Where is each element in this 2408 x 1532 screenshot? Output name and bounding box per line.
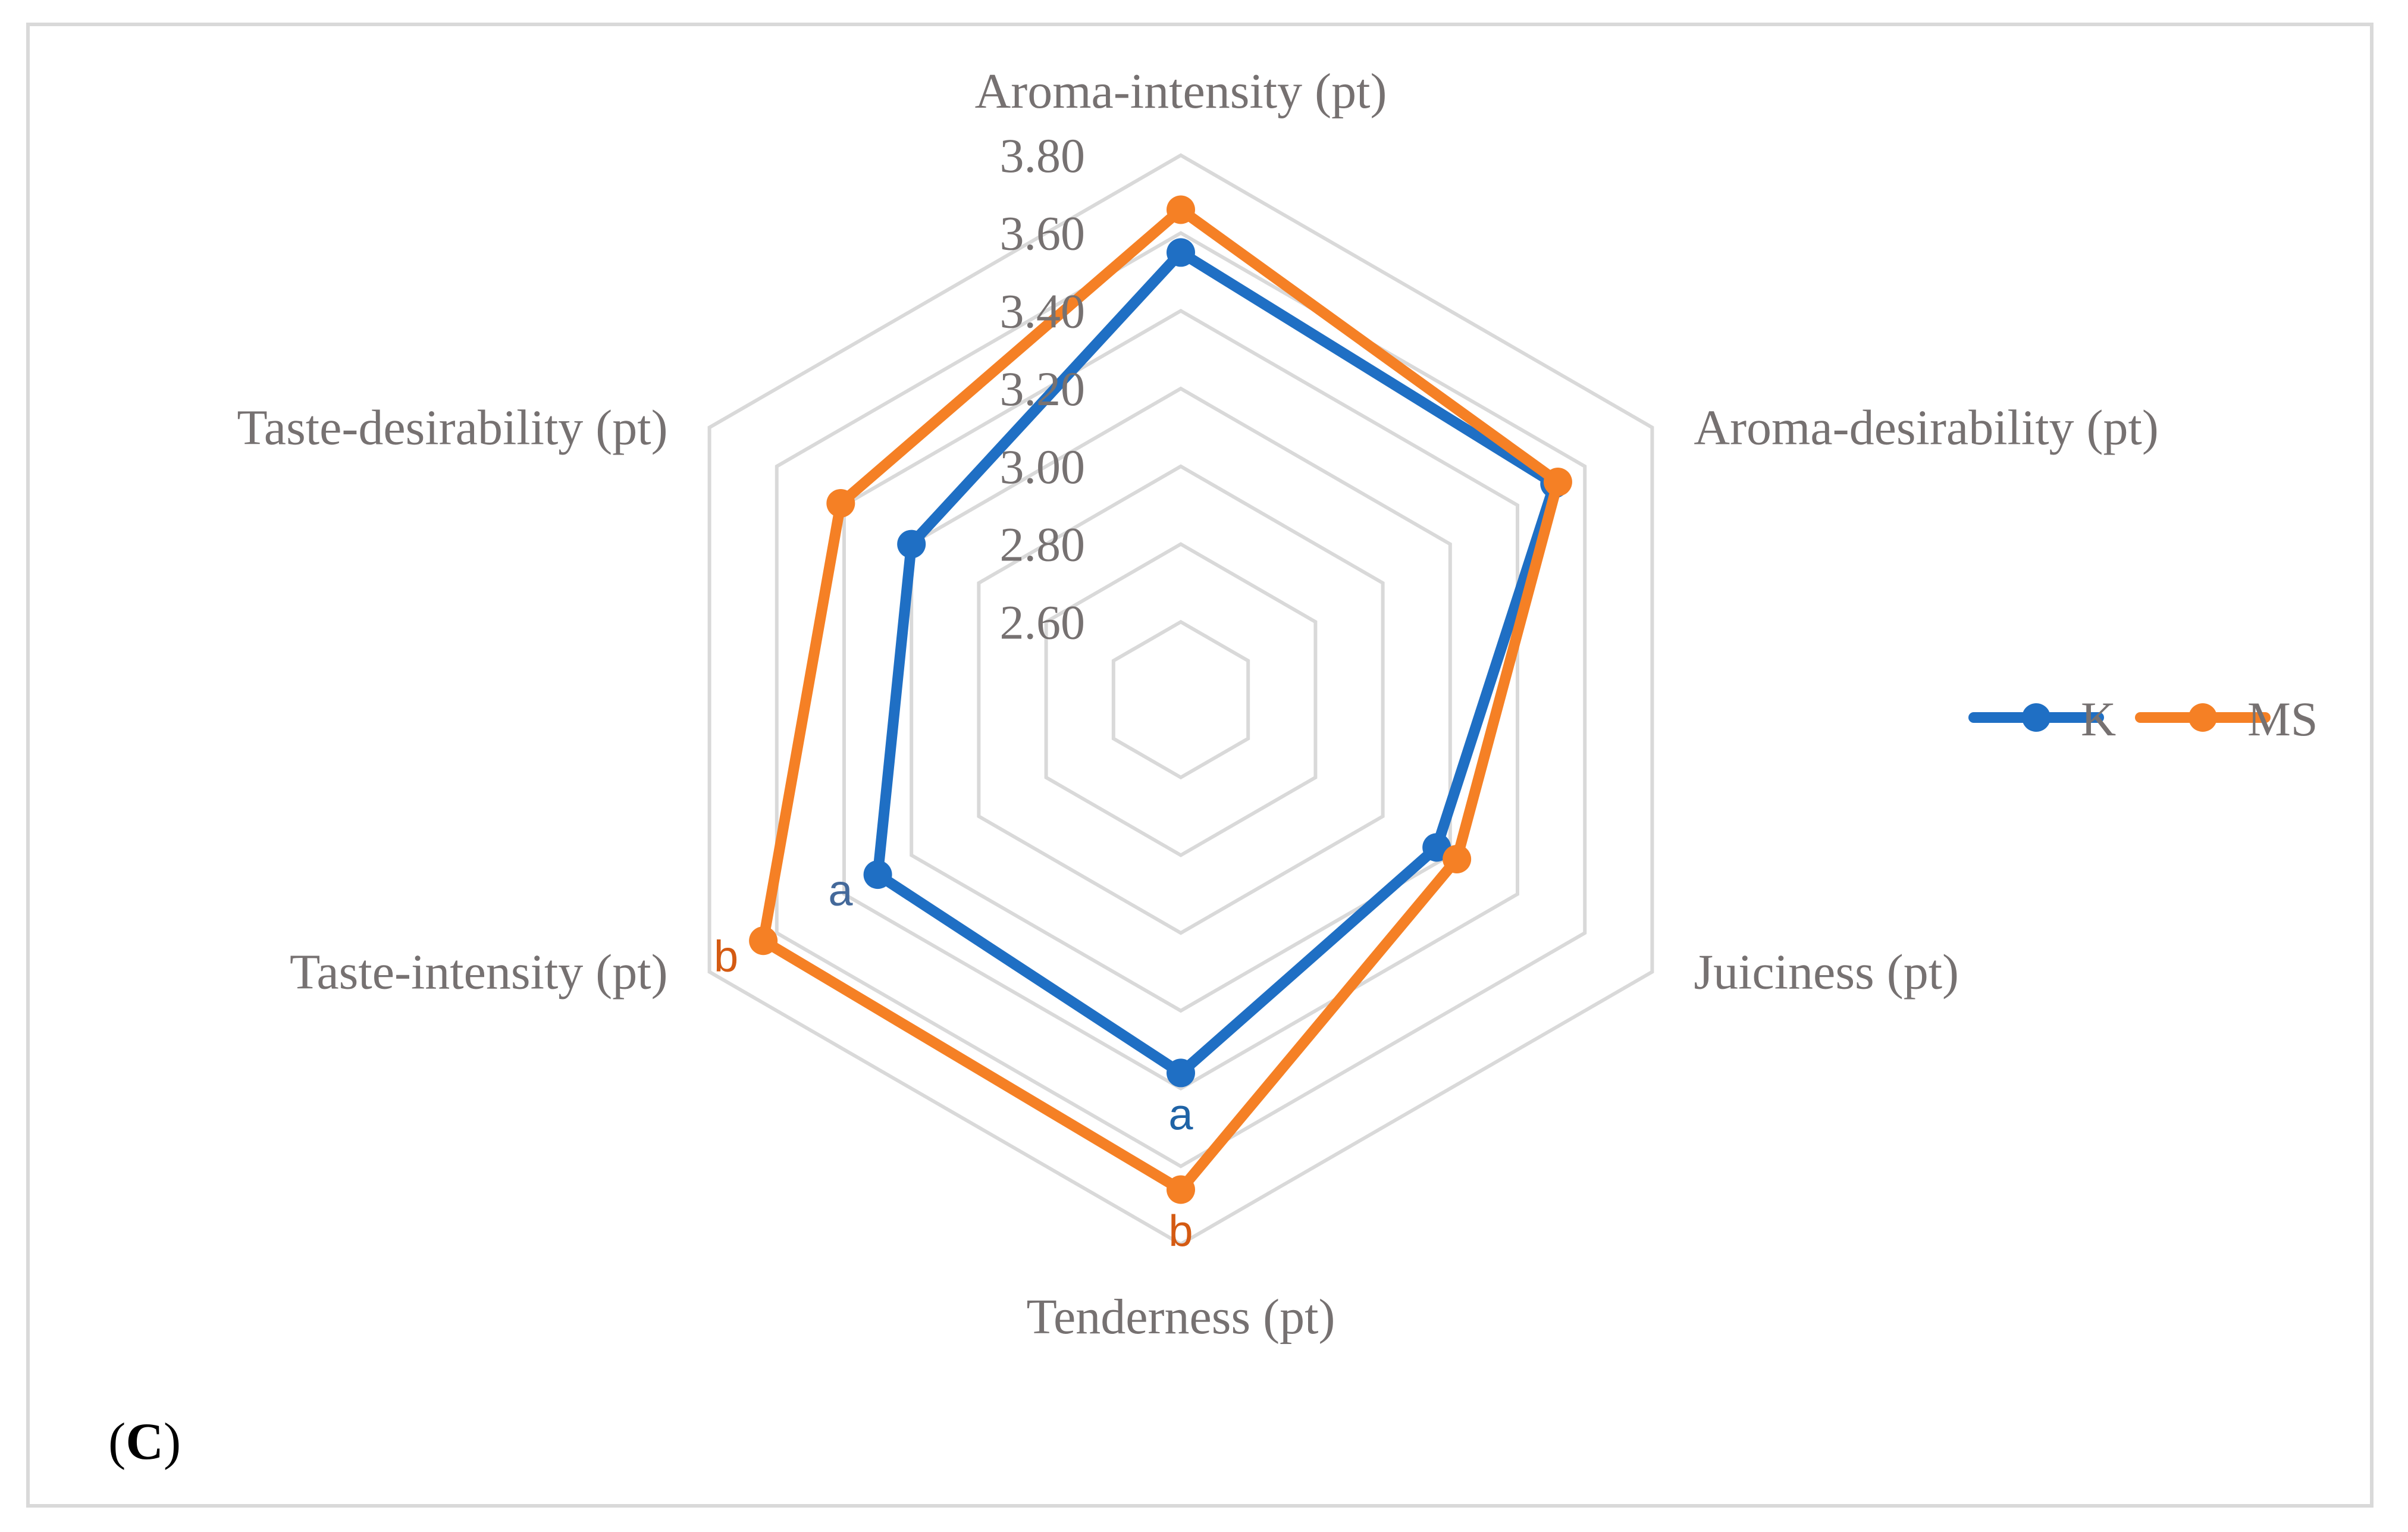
axis-label: Aroma-desirability (pt) xyxy=(1694,400,2158,456)
legend: K MS xyxy=(1968,692,2318,746)
grid-ring-3-00 xyxy=(977,464,1385,935)
tick-label: 3.00 xyxy=(1000,440,1086,494)
legend-marker-ms xyxy=(2188,703,2217,732)
series-layer xyxy=(749,195,1572,1204)
tick-label: 3.40 xyxy=(1000,284,1086,338)
marker-k-3 xyxy=(1167,1058,1195,1088)
annotation-ms-4: b xyxy=(714,932,738,981)
axis-label: Juiciness (pt) xyxy=(1694,945,1959,1000)
axis-labels: Aroma-intensity (pt) Aroma-desirability (… xyxy=(237,64,2158,1345)
axis-label: Taste-intensity (pt) xyxy=(290,945,668,1000)
marker-ms-3 xyxy=(1167,1175,1195,1204)
axis-label: Tenderness (pt) xyxy=(1027,1289,1335,1345)
marker-k-4 xyxy=(863,860,892,889)
marker-ms-2 xyxy=(1443,844,1472,873)
annotation-ms-3: b xyxy=(1168,1207,1193,1256)
annotation-k-3: a xyxy=(1168,1089,1193,1139)
marker-k-0 xyxy=(1167,238,1195,267)
axis-label: Taste-desirability (pt) xyxy=(237,400,667,456)
series-line-ms xyxy=(758,204,1563,1195)
tick-labels: 2.60 2.80 3.00 3.20 3.40 3.60 3.80 xyxy=(1000,129,1086,649)
grid-ring-2-80 xyxy=(1044,542,1318,857)
grid-ring-2-60 xyxy=(1111,619,1250,780)
marker-ms-1 xyxy=(1543,468,1572,496)
tick-label: 3.20 xyxy=(1000,362,1086,416)
legend-marker-k xyxy=(2022,703,2050,732)
marker-k-5 xyxy=(897,530,926,559)
tick-label: 3.80 xyxy=(1000,129,1086,183)
grid-ring-3-20 xyxy=(910,386,1452,1013)
annotation-k-4: a xyxy=(828,866,853,915)
grid-ring-3-60 xyxy=(775,231,1587,1168)
grid-ring-3-80 xyxy=(707,153,1654,1246)
marker-ms-5 xyxy=(826,488,855,518)
significance-annotations: a b a b xyxy=(714,866,1193,1255)
tick-label: 3.60 xyxy=(1000,206,1086,261)
axis-label: Aroma-intensity (pt) xyxy=(975,64,1387,119)
panel-label: (C) xyxy=(108,1413,181,1471)
legend-label-k: K xyxy=(2081,692,2116,746)
tick-label: 2.60 xyxy=(1000,595,1086,649)
marker-ms-4 xyxy=(749,926,778,955)
legend-label-ms: MS xyxy=(2247,692,2318,746)
tick-label: 2.80 xyxy=(1000,518,1086,572)
marker-ms-0 xyxy=(1167,195,1195,224)
grid-ring-3-40 xyxy=(842,308,1520,1091)
radar-grid xyxy=(707,153,1654,1246)
